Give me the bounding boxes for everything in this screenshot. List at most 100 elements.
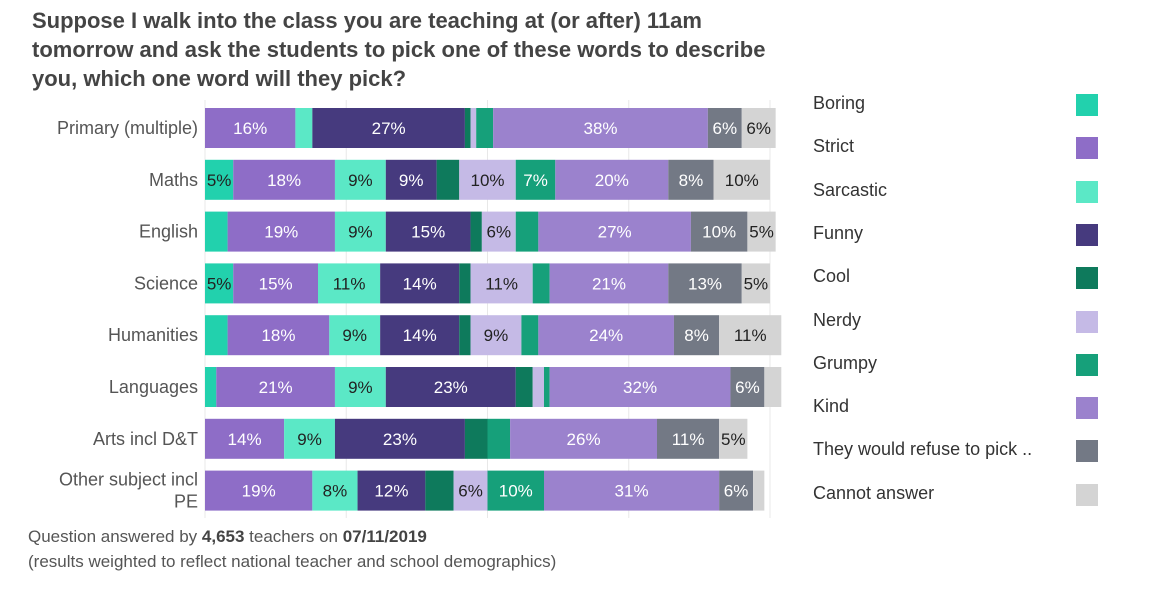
bar-segment [233, 263, 318, 304]
legend-label: Grumpy [813, 352, 878, 373]
bar-segment [357, 470, 426, 511]
bar-segment [741, 263, 770, 304]
bar-segment [436, 159, 460, 200]
bar-segment [515, 159, 556, 200]
bar-segment [521, 315, 539, 356]
bar-segment [549, 263, 669, 304]
legend-label: Kind [813, 396, 850, 417]
data-label: 14% [228, 430, 262, 449]
category-label: Maths [149, 170, 198, 190]
data-label: 5% [207, 171, 232, 190]
data-label: 6% [724, 482, 749, 501]
data-label: 11% [672, 430, 705, 449]
bar-segment [470, 211, 482, 252]
footer-line-2: (results weighted to reflect national te… [28, 552, 557, 571]
data-label: 5% [207, 274, 232, 293]
bar-segment [334, 367, 386, 407]
data-label: 11% [734, 326, 767, 345]
legend-label: Strict [813, 136, 855, 157]
data-label: 19% [264, 223, 298, 242]
bar-segment [233, 159, 335, 200]
bar-segment [205, 108, 296, 148]
bar-segment [464, 418, 488, 459]
bar-segment [205, 470, 313, 511]
data-label: 20% [595, 171, 629, 190]
data-label: 5% [721, 430, 746, 449]
bar-segment [205, 211, 228, 252]
data-label: 10% [725, 171, 759, 190]
legend-label: Nerdy [813, 309, 862, 330]
data-label: 13% [688, 274, 722, 293]
data-label: 11% [485, 274, 518, 293]
category-label: Arts incl D&T [93, 429, 198, 449]
bar-segment [459, 159, 516, 200]
data-label: 9% [484, 326, 509, 345]
bar-segment [205, 367, 217, 407]
legend-label: Boring [813, 93, 866, 113]
footer-mid: teachers on [244, 527, 343, 546]
data-label: 7% [523, 171, 548, 190]
data-label: 14% [403, 274, 437, 293]
category-label: Primary (multiple) [57, 118, 198, 138]
data-label: 21% [259, 378, 293, 397]
data-label: 23% [383, 430, 417, 449]
bar-segment [713, 159, 770, 200]
data-label: 12% [374, 482, 408, 501]
bar-segment [470, 108, 477, 148]
bar-segment [764, 367, 782, 407]
bar-segment [453, 470, 488, 511]
bar-segment [515, 367, 533, 407]
bar-segment [385, 159, 437, 200]
legend-swatch [1076, 137, 1098, 160]
data-label: 23% [434, 378, 468, 397]
data-label: 26% [567, 430, 601, 449]
bar-segment [515, 211, 539, 252]
bar-segment [227, 315, 330, 356]
data-label: 18% [261, 326, 295, 345]
legend-swatch [1076, 94, 1098, 116]
bar-segment [329, 315, 381, 356]
data-label: 5% [749, 223, 774, 242]
data-label: 15% [411, 223, 445, 242]
data-label: 6% [487, 223, 512, 242]
bar-segment [470, 263, 533, 304]
data-label: 27% [372, 119, 406, 138]
bar-segment [668, 263, 742, 304]
bar-segment [668, 159, 714, 200]
bar-segment [544, 470, 720, 511]
bar-segment [380, 263, 460, 304]
bar-segment [707, 108, 742, 148]
stacked-bar-chart: Primary (multiple) 16% 27% 38% 6% 6% Maths 5% 18… [57, 100, 782, 518]
data-label: 6% [735, 378, 760, 397]
survey-date: 07/11/2019 [342, 527, 427, 546]
bar-segment [657, 418, 720, 459]
bar-segment [673, 315, 720, 356]
data-label: 16% [233, 119, 267, 138]
bar-segment [730, 367, 765, 407]
legend-swatch [1076, 180, 1098, 203]
bar-segment [753, 470, 765, 511]
data-label: 27% [598, 223, 632, 242]
bar-segment [747, 211, 776, 252]
data-label: 9% [342, 326, 367, 345]
bar-segment [385, 211, 471, 252]
legend-swatch [1076, 397, 1098, 420]
legend-swatch [1076, 223, 1098, 246]
data-label: 18% [267, 171, 301, 190]
bar-segment [318, 263, 381, 304]
bar-segment [690, 211, 748, 252]
bar-segment [719, 470, 754, 511]
footer-line-1: Question answered by 4,653 teachers on 0… [28, 524, 556, 549]
category-label: Other subject incl [59, 470, 198, 490]
data-label: 14% [403, 326, 437, 345]
respondent-count: 4,653 [201, 527, 245, 546]
bar-segment [205, 263, 234, 304]
legend-swatch [1076, 483, 1098, 506]
bar-segment [334, 159, 386, 200]
bar-segment [425, 470, 454, 511]
bar-segment [719, 418, 748, 459]
legend-swatch [1076, 310, 1098, 333]
bar-segment [532, 367, 544, 407]
bar-segment [549, 367, 731, 407]
legend-swatch [1076, 440, 1098, 463]
